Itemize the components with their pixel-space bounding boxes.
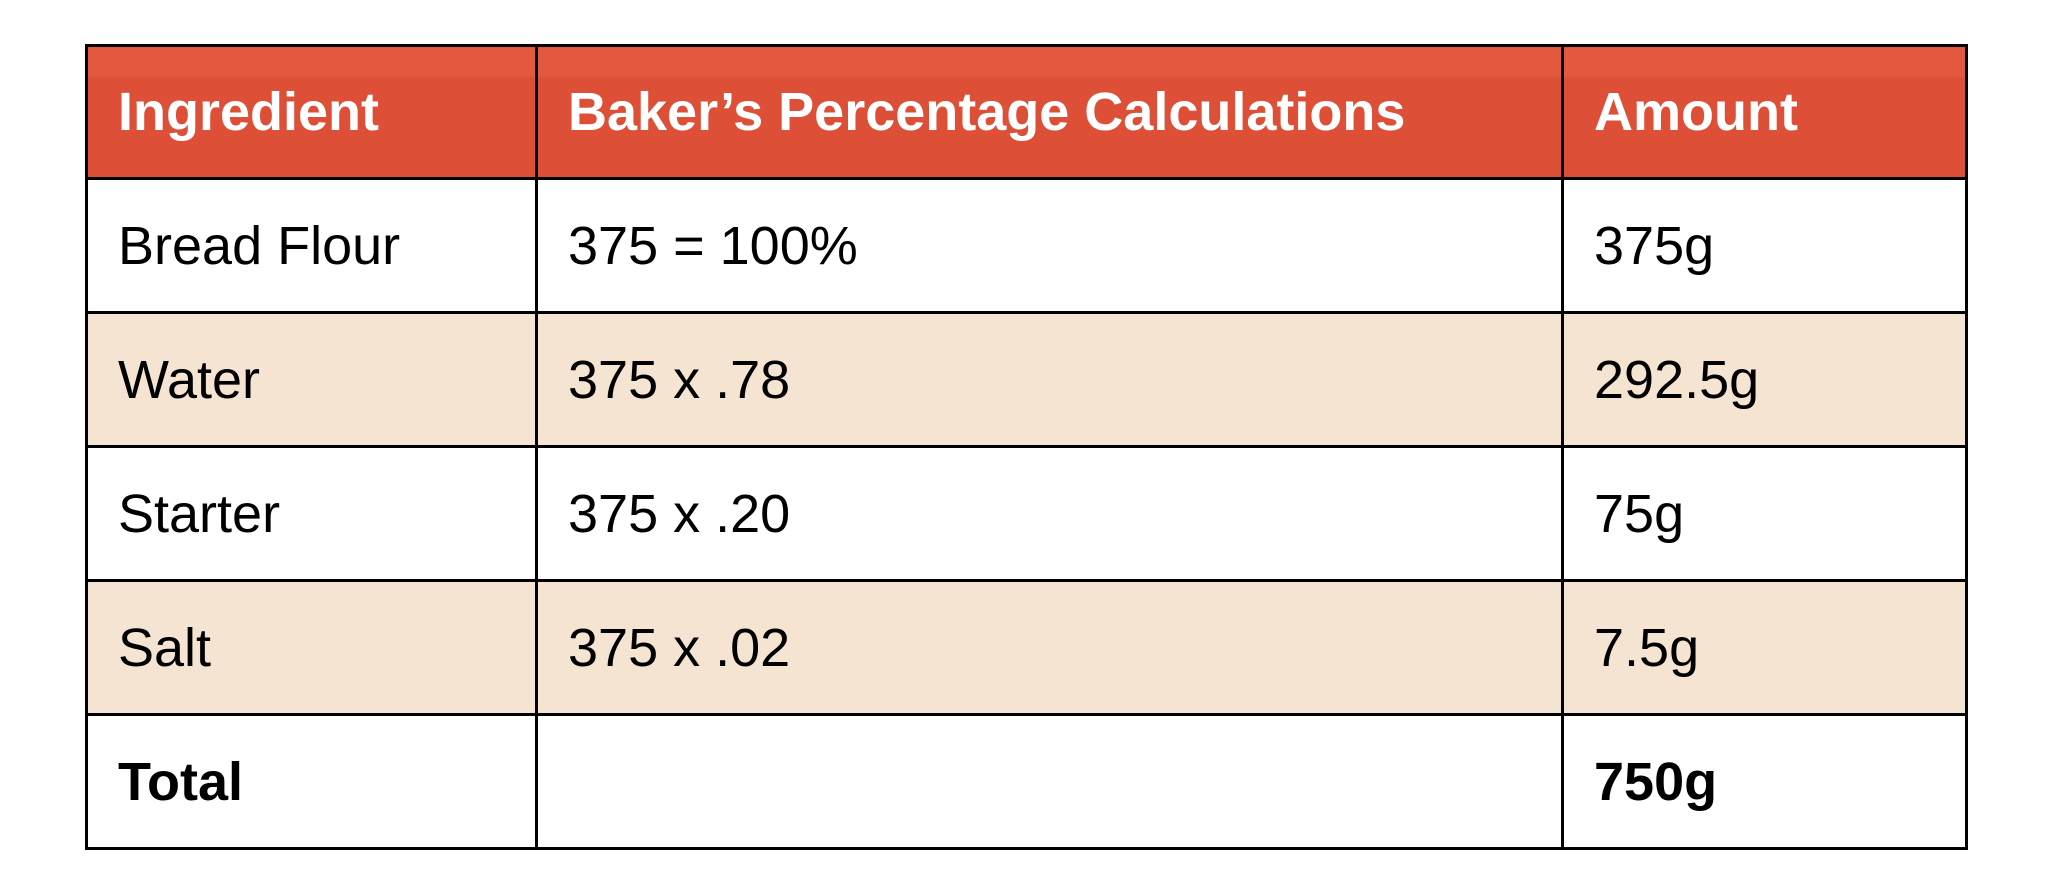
table-body: Bread Flour 375 = 100% 375g Water 375 x .78 2… bbox=[85, 177, 1968, 850]
calculation-cell bbox=[535, 713, 1564, 850]
ingredient-cell: Bread Flour bbox=[85, 177, 538, 314]
header-cell: Baker’s Percentage Calculations bbox=[535, 44, 1564, 180]
amount-cell: 375g bbox=[1561, 177, 1968, 314]
header-cell: Ingredient bbox=[85, 44, 538, 180]
amount-cell: 292.5g bbox=[1561, 311, 1968, 448]
ingredient-cell: Starter bbox=[85, 445, 538, 582]
table-row: Starter 375 x .20 75g bbox=[85, 445, 1968, 582]
table-row: Salt 375 x .02 7.5g bbox=[85, 579, 1968, 716]
header-cell: Amount bbox=[1561, 44, 1968, 180]
recipe-table: Ingredient Baker’s Percentage Calculatio… bbox=[85, 44, 1968, 850]
ingredient-cell: Salt bbox=[85, 579, 538, 716]
amount-cell: 7.5g bbox=[1561, 579, 1968, 716]
calculation-cell: 375 = 100% bbox=[535, 177, 1564, 314]
header-row: Ingredient Baker’s Percentage Calculatio… bbox=[85, 44, 1968, 180]
table-header: Ingredient Baker’s Percentage Calculatio… bbox=[85, 44, 1968, 180]
ingredient-cell: Total bbox=[85, 713, 538, 850]
table-row: Total 750g bbox=[85, 713, 1968, 850]
amount-cell: 750g bbox=[1561, 713, 1968, 850]
ingredient-cell: Water bbox=[85, 311, 538, 448]
calculation-cell: 375 x .02 bbox=[535, 579, 1564, 716]
amount-cell: 75g bbox=[1561, 445, 1968, 582]
calculation-cell: 375 x .78 bbox=[535, 311, 1564, 448]
calculation-cell: 375 x .20 bbox=[535, 445, 1564, 582]
table-row: Water 375 x .78 292.5g bbox=[85, 311, 1968, 448]
table-row: Bread Flour 375 = 100% 375g bbox=[85, 177, 1968, 314]
